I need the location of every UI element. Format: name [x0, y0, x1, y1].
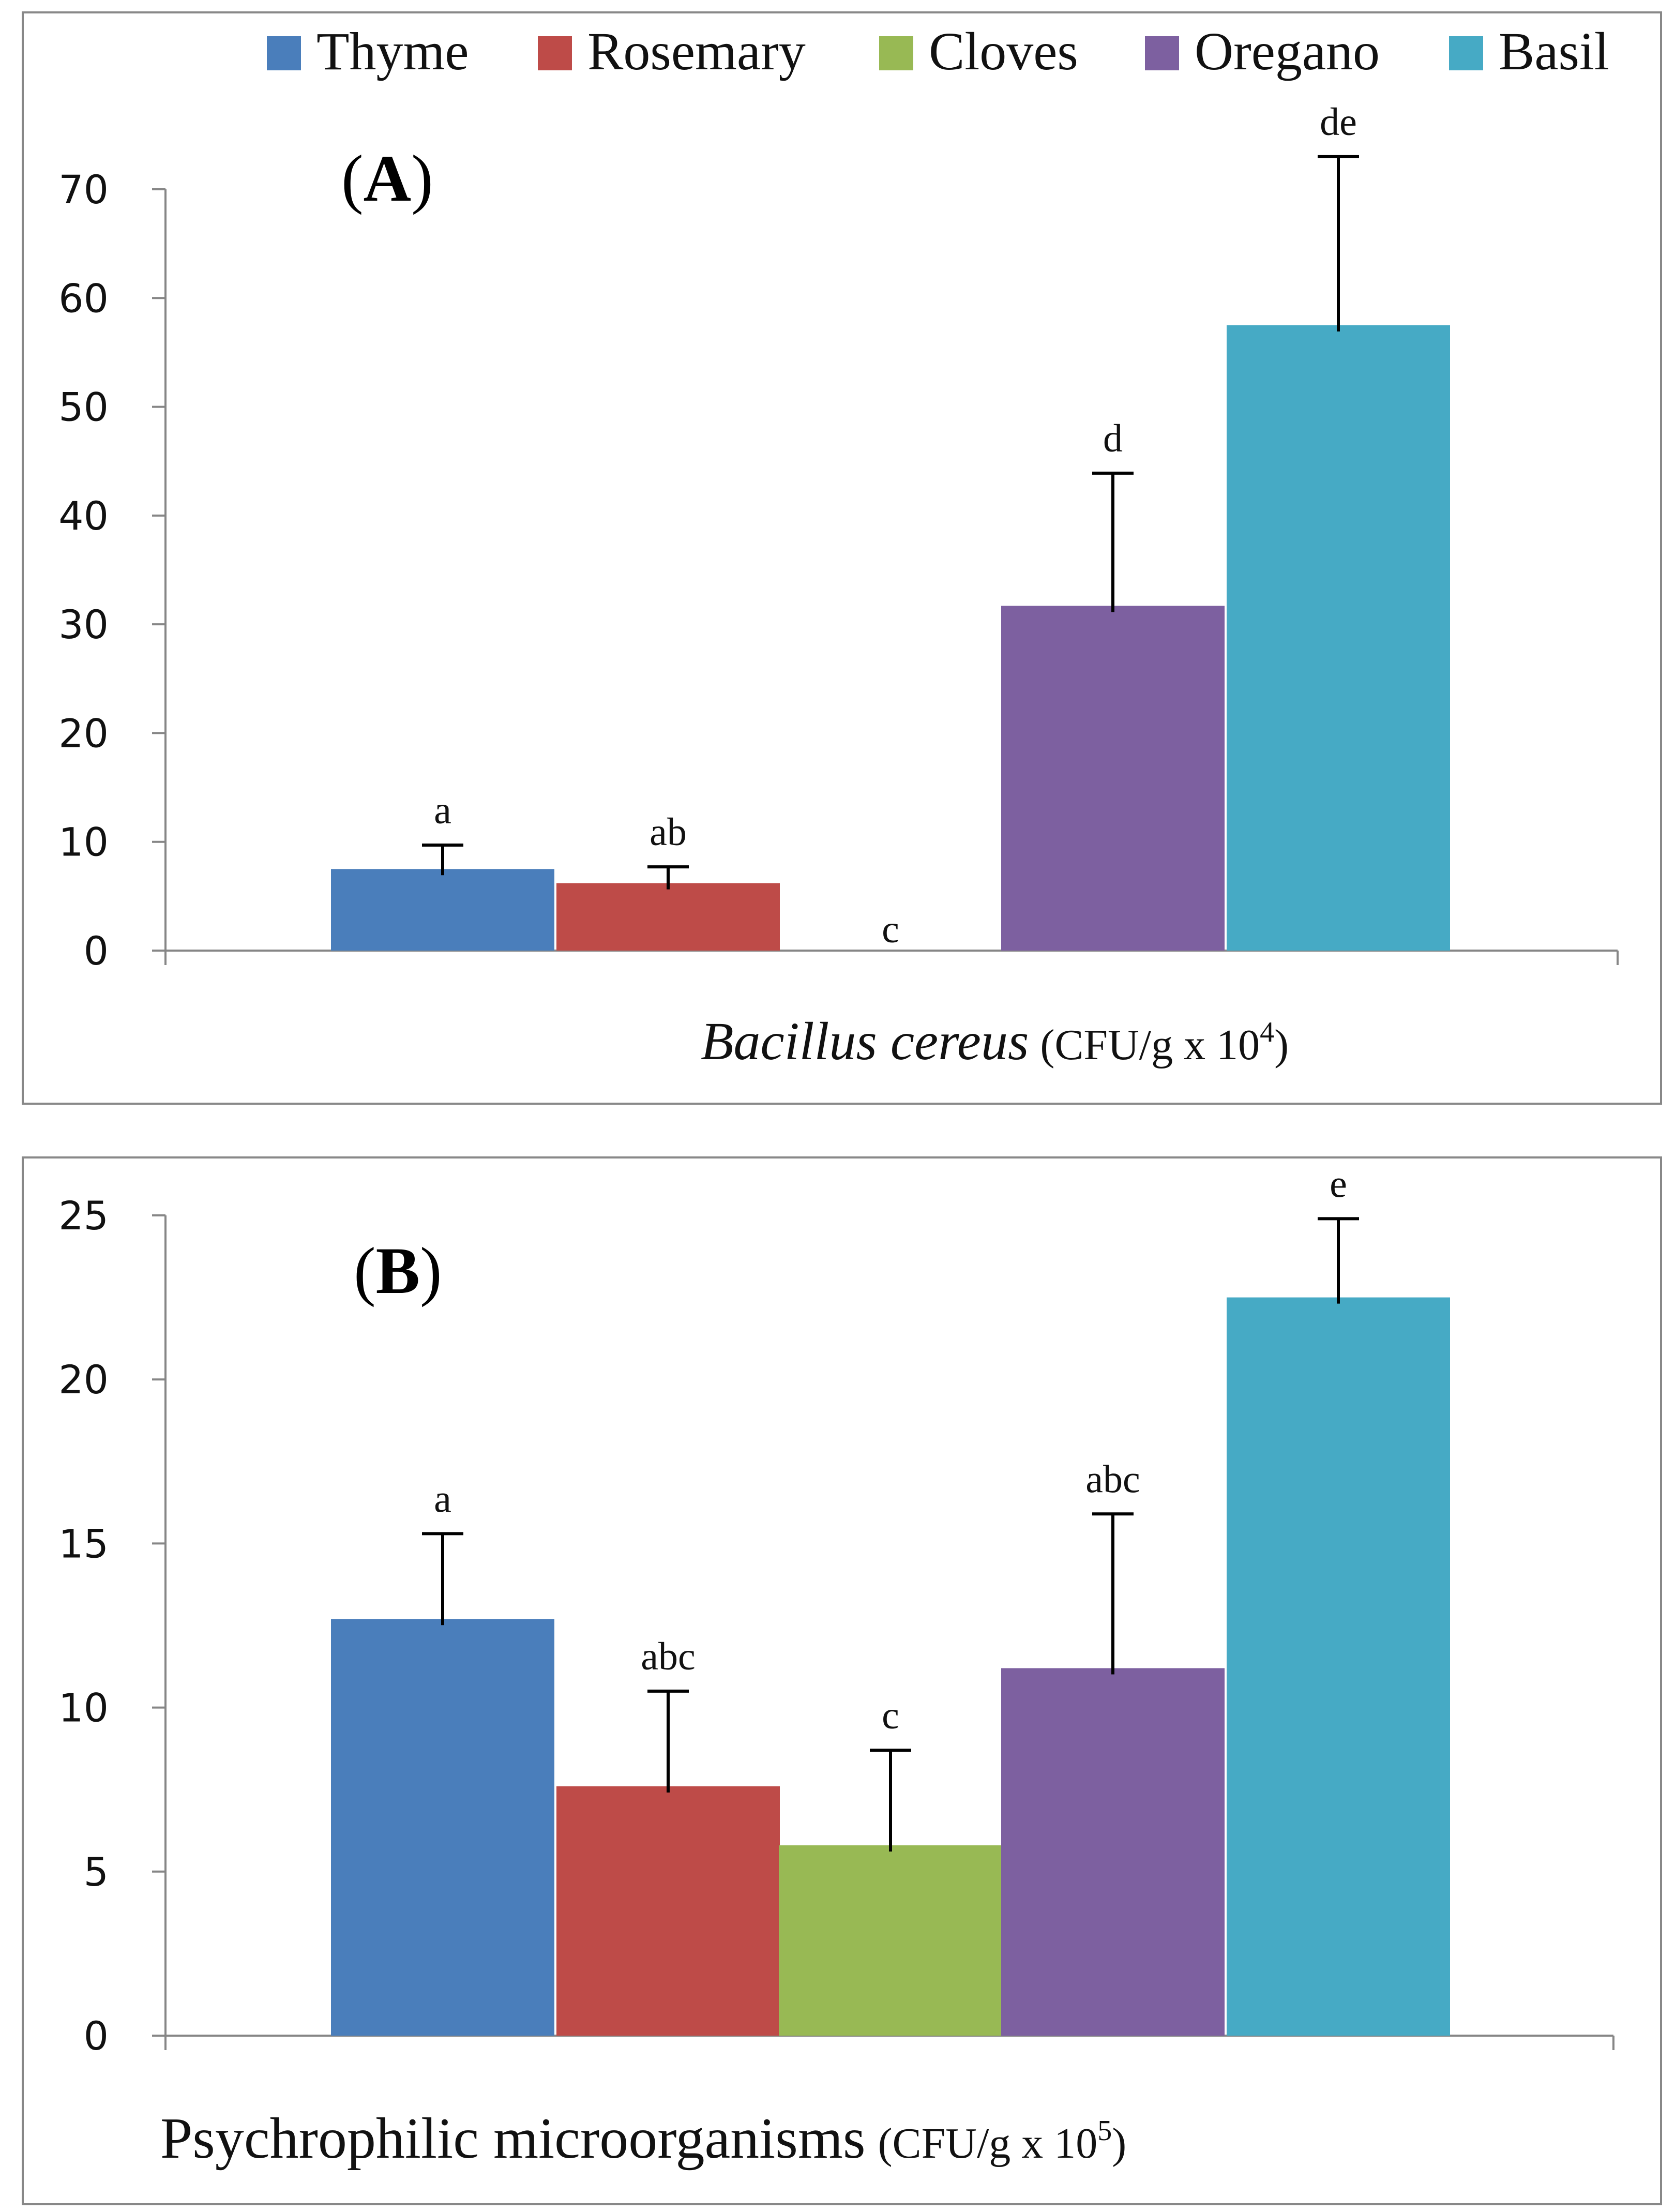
legend-swatch-thyme	[267, 36, 301, 70]
panel-b-label: (B)	[354, 1234, 442, 1307]
panel-b-frame	[22, 1156, 1662, 2205]
panel-b-y-tick-label: 25	[58, 1193, 109, 1239]
legend-label-basil: Basil	[1499, 22, 1609, 81]
panel-a-y-tick-label: 0	[84, 928, 109, 974]
panel-b-bar-thyme	[331, 1619, 554, 2036]
legend-swatch-rosemary	[538, 36, 572, 70]
panel-a-frame	[22, 11, 1662, 1105]
legend-label-oregano: Oregano	[1195, 22, 1380, 81]
panel-b-bar-oregano	[1001, 1668, 1225, 2036]
panel-b-bar-cloves	[779, 1845, 1002, 2036]
panel-a-y-tick-label: 50	[58, 384, 109, 430]
panel-a-bar-oregano	[1001, 606, 1225, 951]
legend-label-thyme: Thyme	[316, 22, 469, 81]
panel-a-y-tick-label: 60	[58, 275, 109, 321]
panel-b-chart: (B) 0 5 10 15 20 25 a abc c abc e Psychrophilic m…	[58, 1162, 1614, 2171]
panel-a-sig-letter-rosemary: ab	[650, 810, 687, 854]
panel-a-chart: (A) 0 10 20 30 40 50 60 70 a ab c d de Bacillus cer…	[58, 100, 1619, 1071]
panel-b-y-tick-label: 20	[58, 1357, 109, 1403]
panel-b-y-tick-label: 15	[58, 1521, 109, 1567]
panel-a-y-tick-label: 30	[58, 601, 109, 648]
panel-a-sig-letter-basil: de	[1320, 100, 1357, 144]
panel-b-bar-rosemary	[556, 1786, 780, 2036]
panel-a-y-tick-label: 20	[58, 710, 109, 756]
panel-a-y-tick-label: 40	[58, 493, 109, 539]
legend-label-cloves: Cloves	[929, 22, 1078, 81]
panel-a-bar-rosemary	[556, 883, 780, 951]
legend-swatch-oregano	[1145, 36, 1179, 70]
panel-a-sig-letter-cloves: c	[882, 908, 899, 951]
panel-a-xlabel: Bacillus cereus (CFU/g x 104)	[701, 1012, 1289, 1071]
legend: Thyme Rosemary Cloves Oregano Basil	[267, 22, 1609, 81]
panel-b-sig-letter-rosemary: abc	[641, 1635, 695, 1678]
panel-b-sig-letter-cloves: c	[882, 1694, 899, 1737]
legend-swatch-cloves	[879, 36, 913, 70]
panel-a-label: (A)	[341, 142, 433, 215]
panel-b-y-tick-label: 0	[84, 2013, 109, 2059]
panel-a-bar-thyme	[331, 869, 554, 951]
panel-a-y-tick-label: 70	[58, 167, 109, 213]
panel-b-y-tick-label: 10	[58, 1685, 109, 1731]
panel-b-sig-letter-basil: e	[1330, 1162, 1347, 1206]
panel-b-bar-basil	[1227, 1297, 1450, 2036]
panel-b-xlabel: Psychrophilic microorganisms (CFU/g x 105…	[160, 2106, 1126, 2171]
legend-swatch-basil	[1449, 36, 1483, 70]
panel-a-sig-letter-oregano: d	[1103, 417, 1123, 460]
panel-a-bar-basil	[1227, 325, 1450, 951]
panel-a-y-tick-label: 10	[58, 819, 109, 865]
panel-b-y-tick-label: 5	[84, 1849, 109, 1895]
panel-b-bars: a abc c abc e	[331, 1162, 1450, 2036]
legend-label-rosemary: Rosemary	[587, 22, 806, 81]
panel-a-bars: a ab c d de	[331, 100, 1450, 951]
panel-b-sig-letter-thyme: a	[434, 1477, 451, 1521]
panel-b-sig-letter-oregano: abc	[1085, 1457, 1140, 1501]
panel-a-sig-letter-thyme: a	[434, 789, 451, 832]
